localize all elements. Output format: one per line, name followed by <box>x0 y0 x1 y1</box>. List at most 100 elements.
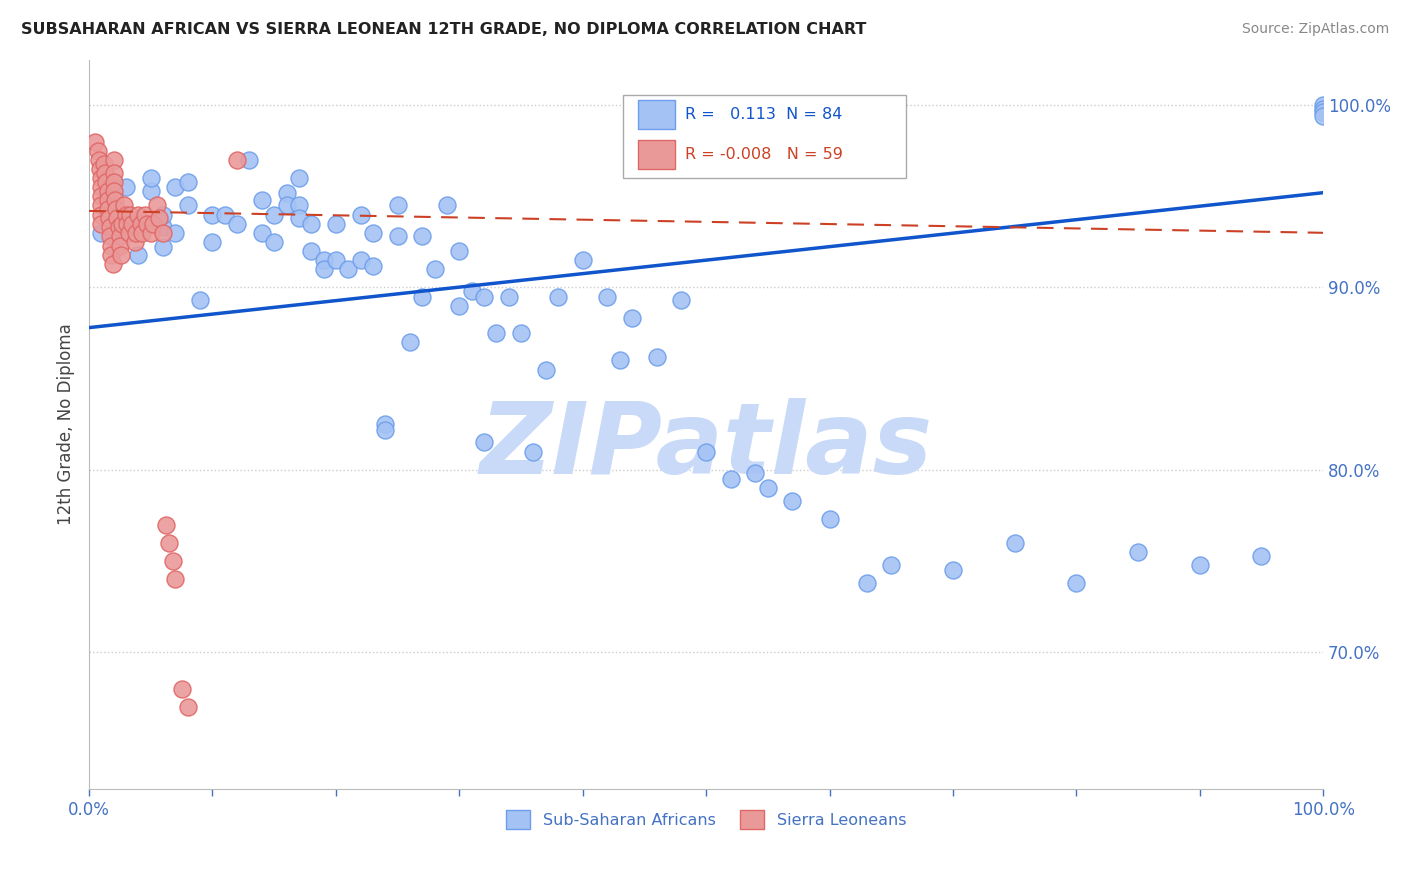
Point <box>361 226 384 240</box>
Point <box>155 517 177 532</box>
Point <box>226 153 249 167</box>
Point <box>818 512 841 526</box>
Point <box>152 226 174 240</box>
Point <box>98 229 121 244</box>
Point <box>1250 549 1272 563</box>
Point <box>337 262 360 277</box>
Point <box>188 293 211 308</box>
Point <box>162 554 184 568</box>
Point <box>361 259 384 273</box>
Point <box>177 175 200 189</box>
Point <box>596 290 619 304</box>
Point <box>136 217 159 231</box>
Point <box>449 299 471 313</box>
Point <box>288 211 311 226</box>
Point <box>349 253 371 268</box>
Point <box>374 423 396 437</box>
Point <box>201 208 224 222</box>
Point <box>510 326 533 340</box>
Point <box>880 558 903 572</box>
Point <box>127 217 149 231</box>
Point <box>349 208 371 222</box>
Point <box>90 171 112 186</box>
Point <box>90 226 112 240</box>
Point <box>177 198 200 212</box>
Point <box>139 226 162 240</box>
Point <box>263 208 285 222</box>
Point <box>84 135 107 149</box>
Point <box>148 211 170 226</box>
Point <box>121 217 143 231</box>
Point <box>436 198 458 212</box>
Point <box>1312 98 1334 112</box>
Point <box>96 175 118 189</box>
Point <box>101 257 124 271</box>
Point <box>115 208 138 222</box>
Point <box>139 171 162 186</box>
Point <box>250 226 273 240</box>
Point <box>152 208 174 222</box>
Point <box>782 493 804 508</box>
Point <box>214 208 236 222</box>
Point <box>288 171 311 186</box>
Point <box>276 198 298 212</box>
Point <box>90 189 112 203</box>
Point <box>547 290 569 304</box>
Point <box>299 244 322 258</box>
Text: ZIPatlas: ZIPatlas <box>479 398 932 495</box>
Point <box>621 311 644 326</box>
Point <box>86 144 108 158</box>
Point <box>93 156 115 170</box>
Point <box>115 180 138 194</box>
Point <box>276 186 298 200</box>
Bar <box>638 100 675 128</box>
Point <box>97 193 120 207</box>
Point <box>117 226 139 240</box>
Point <box>1312 102 1334 116</box>
Y-axis label: 12th Grade, No Diploma: 12th Grade, No Diploma <box>58 324 75 525</box>
Point <box>103 153 125 167</box>
Point <box>312 262 335 277</box>
FancyBboxPatch shape <box>623 95 905 178</box>
Point <box>139 184 162 198</box>
Point <box>112 198 135 212</box>
Point <box>942 563 965 577</box>
Point <box>460 284 482 298</box>
Point <box>103 175 125 189</box>
Point <box>107 220 129 235</box>
Point <box>103 166 125 180</box>
Point <box>98 220 121 235</box>
Point <box>387 198 409 212</box>
Point <box>671 293 693 308</box>
Point <box>90 217 112 231</box>
Text: R =   0.113  N = 84: R = 0.113 N = 84 <box>685 107 842 122</box>
Point <box>89 161 111 176</box>
Point <box>87 153 110 167</box>
Bar <box>638 140 675 169</box>
Point <box>411 229 433 244</box>
Point <box>609 353 631 368</box>
Point <box>142 217 165 231</box>
Point <box>152 240 174 254</box>
Point <box>472 435 495 450</box>
Point <box>534 362 557 376</box>
Point <box>374 417 396 432</box>
Point <box>103 229 125 244</box>
Point <box>90 208 112 222</box>
Point <box>263 235 285 249</box>
Point <box>855 575 877 590</box>
Point <box>103 184 125 198</box>
Point <box>125 226 148 240</box>
Point <box>127 248 149 262</box>
Point <box>498 290 520 304</box>
Point <box>325 217 347 231</box>
Point <box>312 253 335 268</box>
Text: R = -0.008   N = 59: R = -0.008 N = 59 <box>685 147 844 162</box>
Point <box>146 198 169 212</box>
Point <box>124 235 146 249</box>
Point <box>299 217 322 231</box>
Point <box>411 290 433 304</box>
Point <box>118 208 141 222</box>
Point <box>325 253 347 268</box>
Point <box>387 229 409 244</box>
